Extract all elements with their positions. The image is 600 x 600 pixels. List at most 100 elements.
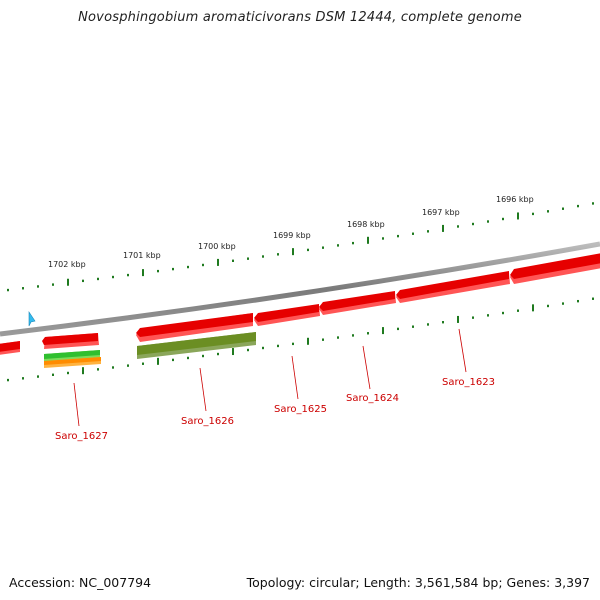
major-tick <box>67 278 69 286</box>
gene-labels: Saro_1627 Saro_1626 Saro_1625 Saro_1624 … <box>55 377 495 442</box>
minor-tick <box>22 287 24 290</box>
major-tick <box>457 315 459 323</box>
minor-tick <box>262 346 264 350</box>
kbp-label: 1698 kbp <box>347 220 385 229</box>
major-tick <box>367 236 369 244</box>
minor-tick <box>7 378 9 382</box>
minor-tick <box>457 225 459 228</box>
minor-tick <box>547 210 549 213</box>
minor-tick <box>307 248 309 252</box>
gene-features[interactable] <box>0 253 600 368</box>
gene-label-saro-1624[interactable]: Saro_1624 <box>346 393 399 404</box>
accession-text: Accession: NC_007794 <box>9 575 152 590</box>
gene-arrow-saro-1624[interactable] <box>319 291 396 315</box>
gene-label-saro-1623[interactable]: Saro_1623 <box>442 377 495 388</box>
minor-tick <box>532 212 534 216</box>
minor-tick <box>37 375 39 378</box>
minor-tick <box>577 204 579 208</box>
minor-tick <box>397 234 399 238</box>
minor-tick <box>217 352 219 356</box>
kbp-label: 1701 kbp <box>123 251 161 260</box>
minor-tick <box>172 267 174 271</box>
minor-tick <box>412 325 414 328</box>
minor-tick <box>262 255 264 258</box>
minor-tick <box>127 364 129 367</box>
minor-tick <box>247 348 249 352</box>
kbp-label: 1702 kbp <box>48 260 86 269</box>
major-tick <box>82 367 84 375</box>
inner-tick-track <box>7 297 594 382</box>
minor-tick <box>397 327 399 331</box>
major-tick <box>142 269 144 277</box>
major-tick <box>292 248 294 256</box>
gene-arrow-saro-1627[interactable] <box>42 333 99 349</box>
outer-tick-track <box>7 202 594 292</box>
minor-tick <box>517 309 519 312</box>
minor-tick <box>472 316 474 319</box>
map-title: Novosphingobium aromaticivorans DSM 1244… <box>78 10 522 25</box>
minor-tick <box>97 368 99 371</box>
minor-tick <box>592 297 594 300</box>
gene-arrow[interactable] <box>510 253 600 284</box>
genome-backbone <box>0 241 600 337</box>
kbp-label: 1700 kbp <box>198 242 236 251</box>
minor-tick <box>187 356 189 360</box>
minor-tick <box>562 302 564 305</box>
topology-text: Topology: circular; Length: 3,561,584 bp… <box>246 575 590 590</box>
major-tick <box>382 327 384 335</box>
gene-arrow[interactable] <box>0 341 20 355</box>
minor-tick <box>142 362 144 365</box>
minor-tick <box>172 358 174 362</box>
minor-tick <box>37 285 39 288</box>
kbp-label: 1697 kbp <box>422 208 460 217</box>
minor-tick <box>112 366 114 369</box>
minor-tick <box>22 377 24 380</box>
minor-tick <box>502 217 504 221</box>
minor-tick <box>232 259 234 262</box>
minor-tick <box>472 222 474 226</box>
minor-tick <box>337 244 339 247</box>
minor-tick <box>367 332 369 335</box>
minor-tick <box>112 275 114 279</box>
rna-feature-orange[interactable] <box>44 357 101 368</box>
minor-tick <box>247 257 249 260</box>
kbp-label: 1699 kbp <box>273 231 311 240</box>
minor-tick <box>487 220 489 223</box>
minor-tick <box>577 299 579 303</box>
minor-tick <box>322 246 324 249</box>
minor-tick <box>427 230 429 233</box>
minor-tick <box>337 336 339 339</box>
gene-highlight-saro-1626[interactable] <box>137 332 256 359</box>
major-tick <box>442 224 444 232</box>
major-tick <box>532 304 534 312</box>
gene-label-saro-1626[interactable]: Saro_1626 <box>181 416 234 427</box>
major-tick <box>232 348 234 356</box>
major-tick <box>517 212 519 220</box>
minor-tick <box>427 323 429 326</box>
minor-tick <box>52 373 54 376</box>
gene-arrow-saro-1626[interactable] <box>136 313 253 342</box>
minor-tick <box>97 277 99 281</box>
minor-tick <box>67 371 69 375</box>
minor-tick <box>322 338 324 341</box>
gene-label-saro-1627[interactable]: Saro_1627 <box>55 431 108 442</box>
minor-tick <box>352 334 354 337</box>
gene-label-saro-1625[interactable]: Saro_1625 <box>274 404 327 415</box>
gene-label-leaders <box>73 328 467 427</box>
minor-tick <box>82 279 84 283</box>
minor-tick <box>277 253 279 256</box>
minor-tick <box>352 241 354 245</box>
minor-tick <box>52 283 54 286</box>
minor-tick <box>412 232 414 235</box>
gene-arrow-saro-1625[interactable] <box>254 304 320 326</box>
major-tick <box>157 357 159 365</box>
minor-tick <box>562 207 564 210</box>
minor-tick <box>127 273 129 277</box>
minor-tick <box>382 237 384 240</box>
pointer-arrow-icon <box>28 311 36 327</box>
gene-arrow-saro-1623[interactable] <box>396 271 510 303</box>
minor-tick <box>277 344 279 348</box>
major-tick <box>307 337 309 345</box>
kbp-label: 1696 kbp <box>496 195 534 204</box>
